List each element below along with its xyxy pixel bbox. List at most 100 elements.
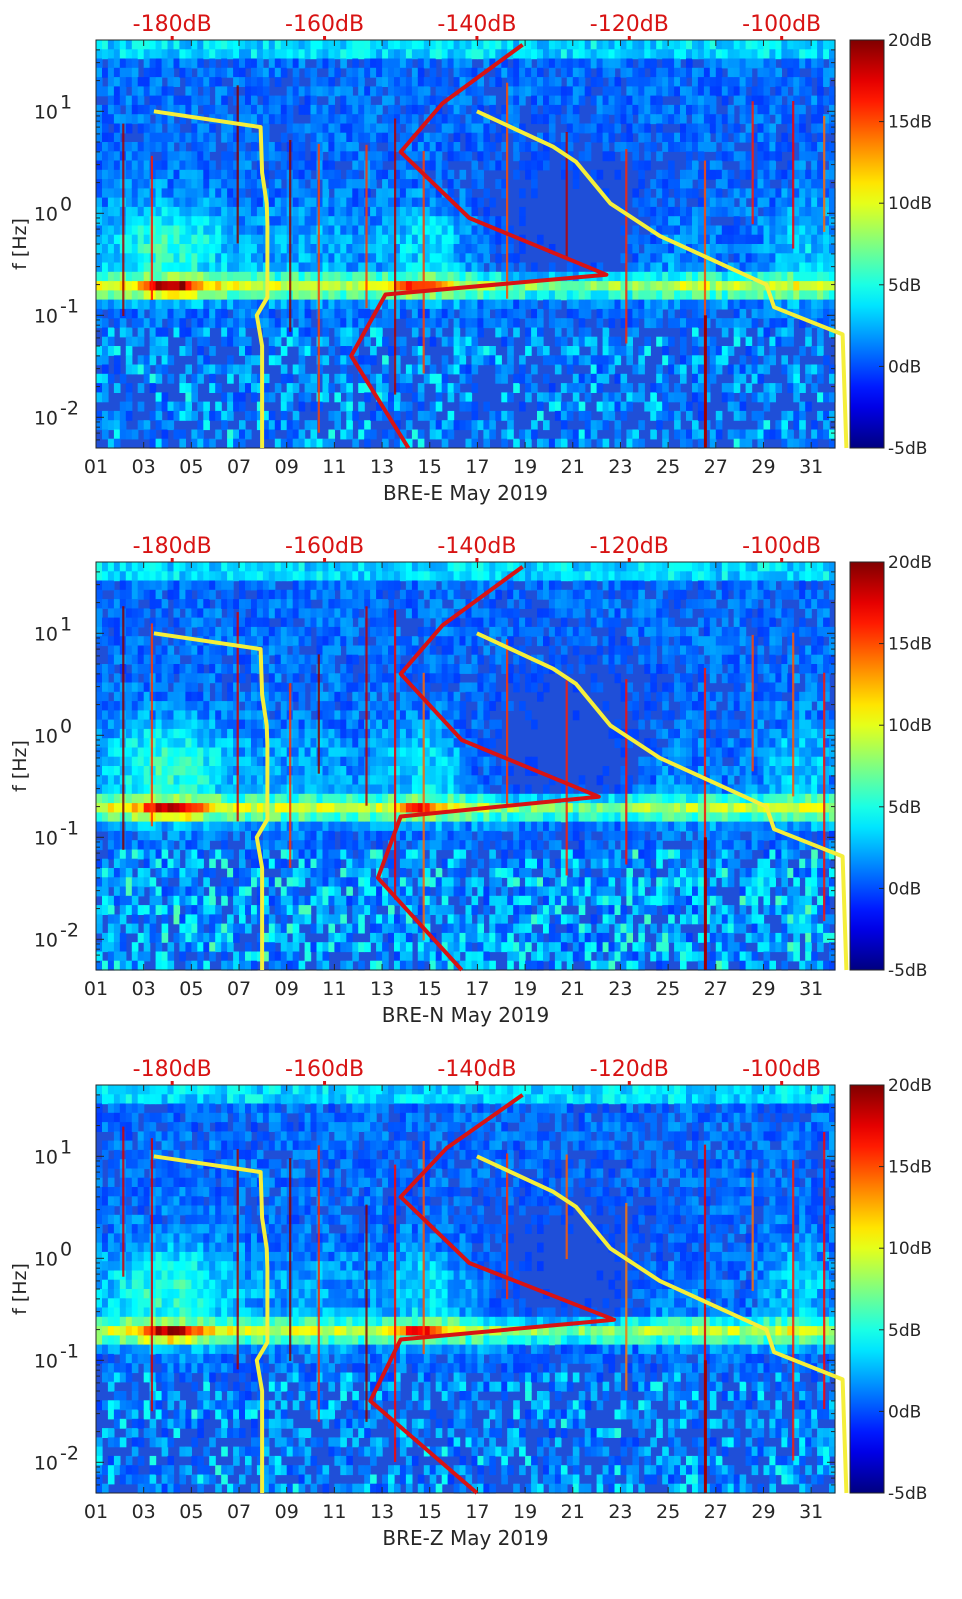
x-tick-label: 17 — [465, 978, 489, 1000]
x-tick-label: 07 — [227, 1501, 251, 1523]
x-tick-label: 21 — [561, 1501, 585, 1523]
x-tick-label: 31 — [799, 456, 823, 478]
colorbar-tick-label: 10dB — [888, 1239, 932, 1259]
x-tick-label: 27 — [704, 456, 728, 478]
x-tick-label: 29 — [751, 978, 775, 1000]
colorbar-tick-label: 10dB — [888, 194, 932, 214]
colorbar-tick-label: -5dB — [888, 439, 927, 459]
x-tick-label: 31 — [799, 978, 823, 1000]
y-tick-exponent: -2 — [60, 397, 79, 419]
colorbar — [849, 39, 885, 449]
y-tick-exponent: 1 — [60, 613, 72, 635]
colorbar-tick-label: 0dB — [888, 879, 921, 899]
series-line-median-PSD — [349, 43, 609, 450]
y-tick-exponent: 0 — [60, 715, 72, 737]
x-tick-label: 21 — [561, 456, 585, 478]
y-tick-label: 10 — [34, 929, 58, 951]
y-tick-label: 10 — [34, 1452, 58, 1474]
x-tick-label: 29 — [751, 1501, 775, 1523]
y-tick-label: 10 — [34, 203, 58, 225]
x-tick-label: 19 — [513, 456, 537, 478]
colorbar-tick-label: 20dB — [888, 1076, 932, 1096]
top-db-tick-label: -100dB — [742, 1057, 821, 1082]
y-tick-exponent: -2 — [60, 919, 79, 941]
x-axis-label: BRE-N May 2019 — [382, 1003, 549, 1027]
y-tick-label: 10 — [34, 623, 58, 645]
x-axis-label: BRE-Z May 2019 — [382, 1526, 548, 1550]
x-tick-label: 23 — [608, 1501, 632, 1523]
x-tick-label: 03 — [132, 456, 156, 478]
y-tick-exponent: 1 — [60, 1136, 72, 1158]
x-tick-label: 09 — [275, 456, 299, 478]
x-tick-label: 11 — [322, 1501, 346, 1523]
panel-1: 01 03 05 07 09 11 13 15 17 19 21 23 25 27 29 3110-210-1… — [9, 12, 932, 505]
x-tick-label: 11 — [322, 978, 346, 1000]
y-tick-label: 10 — [34, 725, 58, 747]
x-tick-label: 11 — [322, 456, 346, 478]
x-tick-label: 31 — [799, 1501, 823, 1523]
colorbar-tick-label: 20dB — [888, 553, 932, 573]
top-db-tick-label: -140dB — [437, 1057, 516, 1082]
y-tick-label: 10 — [34, 827, 58, 849]
x-tick-label: 01 — [84, 1501, 108, 1523]
y-tick-label: 10 — [34, 101, 58, 123]
colorbar-tick-label: 5dB — [888, 276, 921, 296]
y-tick-label: 10 — [34, 1146, 58, 1168]
top-db-tick-label: -180dB — [133, 1057, 212, 1082]
colorbar-tick-label: 5dB — [888, 798, 921, 818]
x-tick-label: 01 — [84, 978, 108, 1000]
spectrogram — [96, 1085, 836, 1494]
top-db-tick-label: -120dB — [590, 534, 669, 559]
colorbar-tick-label: 15dB — [888, 1158, 932, 1178]
series-line-low-noise-model — [153, 109, 270, 448]
top-db-tick-label: -160dB — [285, 534, 364, 559]
series-line-high-noise-model — [476, 631, 849, 971]
y-tick-label: 10 — [34, 305, 58, 327]
x-tick-label: 25 — [656, 1501, 680, 1523]
x-axis-label: BRE-E May 2019 — [383, 481, 548, 505]
y-axis-label: f [Hz] — [9, 218, 31, 270]
top-db-tick-label: -160dB — [285, 12, 364, 37]
y-tick-label: 10 — [34, 1350, 58, 1372]
x-tick-label: 19 — [513, 978, 537, 1000]
colorbar-tick-label: 5dB — [888, 1321, 921, 1341]
x-tick-label: 13 — [370, 456, 394, 478]
top-db-tick-label: -180dB — [133, 12, 212, 37]
x-tick-label: 03 — [132, 978, 156, 1000]
panel-2: 01 03 05 07 09 11 13 15 17 19 21 23 25 27 29 3110-210-1… — [9, 534, 932, 1027]
y-axis-label: f [Hz] — [9, 1263, 31, 1315]
y-tick-label: 10 — [34, 407, 58, 429]
spectrogram — [96, 40, 836, 449]
series-line-high-noise-model — [476, 1154, 849, 1494]
x-tick-label: 17 — [465, 456, 489, 478]
x-tick-label: 25 — [656, 978, 680, 1000]
y-axis-label: f [Hz] — [9, 740, 31, 792]
y-tick-exponent: -1 — [60, 1340, 79, 1362]
top-db-tick-label: -140dB — [437, 534, 516, 559]
x-tick-label: 07 — [227, 978, 251, 1000]
x-tick-label: 05 — [179, 978, 203, 1000]
series-line-median-PSD — [375, 565, 601, 972]
y-tick-exponent: 0 — [60, 1238, 72, 1260]
series-line-low-noise-model — [153, 631, 270, 970]
x-tick-label: 07 — [227, 456, 251, 478]
y-tick-exponent: -1 — [60, 817, 79, 839]
top-db-tick-label: -140dB — [437, 12, 516, 37]
x-tick-label: 25 — [656, 456, 680, 478]
colorbar-tick-label: -5dB — [888, 1484, 927, 1504]
x-tick-label: 03 — [132, 1501, 156, 1523]
series-line-high-noise-model — [476, 109, 849, 449]
x-tick-label: 23 — [608, 978, 632, 1000]
spectrogram — [96, 562, 836, 971]
colorbar — [849, 561, 885, 971]
x-tick-label: 09 — [275, 978, 299, 1000]
colorbar-tick-label: 20dB — [888, 31, 932, 51]
x-tick-label: 17 — [465, 1501, 489, 1523]
top-db-tick-label: -100dB — [742, 12, 821, 37]
top-db-tick-label: -160dB — [285, 1057, 364, 1082]
colorbar-tick-label: 15dB — [888, 635, 932, 655]
x-tick-label: 21 — [561, 978, 585, 1000]
colorbar-tick-label: 10dB — [888, 716, 932, 736]
x-tick-label: 01 — [84, 456, 108, 478]
